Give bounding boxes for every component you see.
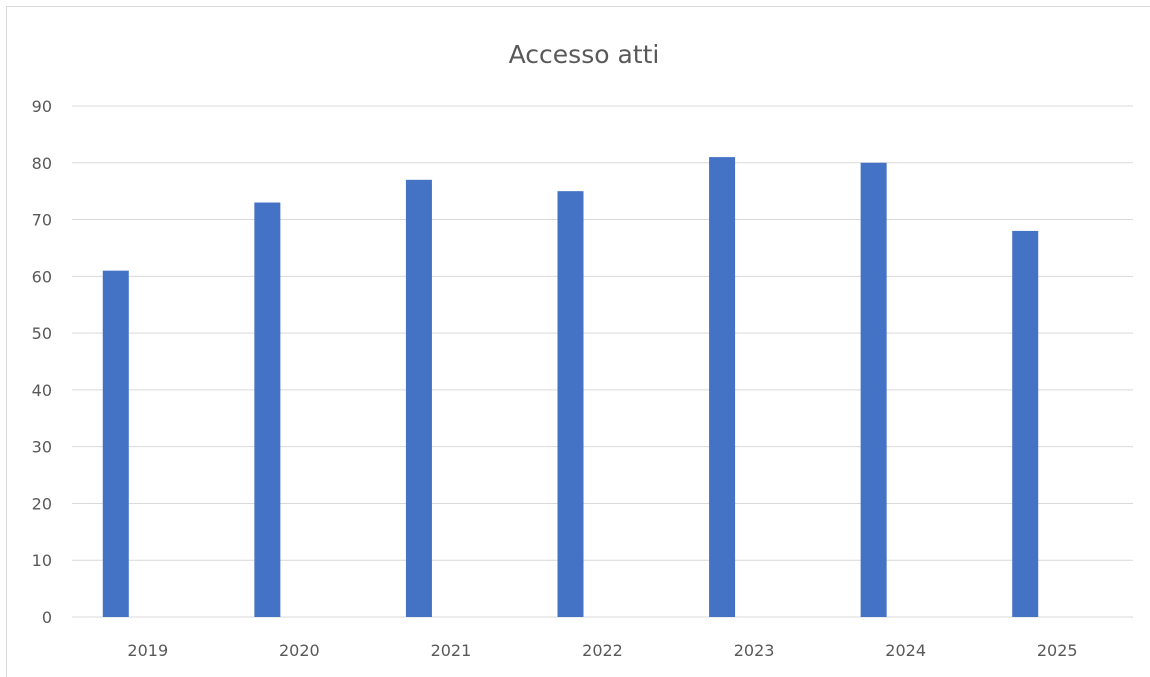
y-tick-label-80: 80 bbox=[32, 154, 52, 173]
bars bbox=[102, 157, 1039, 618]
x-tick-label-2020: 2020 bbox=[279, 641, 320, 660]
y-tick-label-50: 50 bbox=[32, 324, 52, 343]
gridlines bbox=[72, 105, 1133, 618]
y-tick-label-90: 90 bbox=[32, 97, 52, 116]
y-tick-label-10: 10 bbox=[32, 551, 52, 570]
bar-2020 bbox=[254, 202, 281, 617]
y-tick-label-20: 20 bbox=[32, 494, 52, 513]
x-tick-label-2024: 2024 bbox=[885, 641, 926, 660]
y-axis-tick-labels: 0 10 20 30 40 50 60 70 80 90 bbox=[32, 97, 52, 627]
bar-2025 bbox=[1012, 230, 1039, 617]
x-tick-label-2022: 2022 bbox=[582, 641, 623, 660]
x-tick-label-2023: 2023 bbox=[734, 641, 775, 660]
y-tick-label-70: 70 bbox=[32, 211, 52, 230]
bar-2024 bbox=[860, 162, 887, 617]
bar-2023 bbox=[709, 157, 736, 617]
y-tick-label-60: 60 bbox=[32, 267, 52, 286]
bar-2022 bbox=[557, 191, 584, 617]
chart-title: Accesso atti bbox=[509, 40, 660, 69]
bar-2021 bbox=[405, 179, 432, 618]
y-tick-label-40: 40 bbox=[32, 381, 52, 400]
bar-2019 bbox=[102, 270, 129, 617]
y-tick-label-0: 0 bbox=[42, 608, 52, 627]
x-tick-label-2019: 2019 bbox=[127, 641, 168, 660]
x-axis-tick-labels: 2019 2020 2021 2022 2023 2024 2025 bbox=[127, 641, 1077, 660]
x-tick-label-2025: 2025 bbox=[1037, 641, 1078, 660]
y-tick-label-30: 30 bbox=[32, 438, 52, 457]
x-tick-label-2021: 2021 bbox=[431, 641, 472, 660]
